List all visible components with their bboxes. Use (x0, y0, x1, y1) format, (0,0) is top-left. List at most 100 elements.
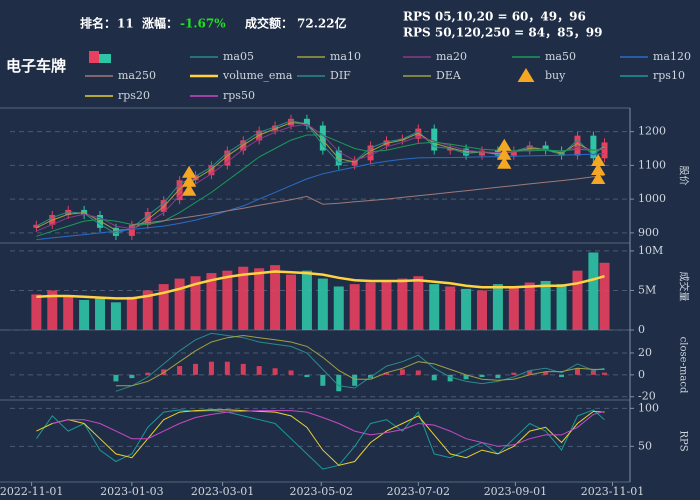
volume-bar (190, 276, 201, 330)
buy-marker (497, 138, 512, 169)
macd-bar (559, 374, 565, 378)
macd-bar (495, 374, 501, 379)
series-line (52, 410, 605, 447)
macd-bar (527, 370, 533, 375)
volume-bar (588, 252, 599, 330)
volume-bar (126, 296, 137, 330)
candle-body (574, 135, 581, 156)
macd-bar (208, 361, 214, 375)
volume-bar (397, 278, 408, 330)
legend-label[interactable]: rps50 (223, 89, 255, 102)
macd-bar (431, 374, 437, 381)
volume-bar (365, 282, 376, 330)
candle-body (144, 211, 151, 225)
y-tick-label: 0 (638, 323, 645, 336)
x-tick-label: 2023-05-02 (290, 485, 353, 498)
macd-bar (177, 366, 183, 375)
candle-body (33, 224, 40, 228)
volume-bar (286, 274, 297, 330)
change: -1.67% (180, 17, 226, 31)
volume-bar (222, 270, 233, 330)
volume-bar (349, 284, 360, 330)
legend-label[interactable]: buy (545, 69, 566, 82)
legend-symbol[interactable] (517, 68, 535, 82)
legend-label[interactable]: volume_ema (222, 69, 293, 82)
candle-body (510, 150, 517, 156)
x-tick-label: 2023-01-03 (100, 485, 163, 498)
volume-bar (254, 268, 265, 330)
series-line (36, 153, 605, 241)
legend-label[interactable]: ma20 (436, 50, 467, 63)
buy-marker (590, 153, 606, 184)
volume-bar (508, 286, 519, 330)
candle-body (590, 135, 597, 159)
candle-body (526, 145, 533, 151)
macd-bar (602, 372, 608, 375)
legend-label[interactable]: rps20 (118, 89, 150, 102)
volume-bar (461, 288, 472, 330)
macd-bar (272, 368, 278, 375)
macd-bar (193, 363, 199, 375)
macd-bar (336, 374, 342, 392)
macd-bar (590, 370, 596, 375)
buy-marker (181, 165, 197, 196)
volume-bar (476, 290, 487, 330)
y-tick-label: 900 (638, 226, 659, 239)
legend-candle-icon[interactable] (99, 54, 111, 63)
macd-bar (463, 374, 469, 380)
volume-bar (333, 286, 344, 330)
x-tick-label: 2023-09-01 (484, 485, 547, 498)
macd-bar (145, 372, 151, 375)
rank: 11 (117, 17, 134, 31)
volume-bar (413, 276, 424, 330)
volume-bar (95, 298, 106, 330)
candle-body (367, 145, 374, 161)
volume-bar (238, 266, 249, 330)
y-tick-label: 50 (638, 439, 652, 452)
y-tick-label: 0 (638, 368, 645, 381)
volume-bar (317, 278, 328, 330)
macd-bar (383, 372, 389, 375)
macd-bar (256, 366, 262, 375)
legend-label[interactable]: ma120 (653, 50, 691, 63)
macd-bar (320, 374, 326, 386)
volume-bar (142, 290, 153, 330)
macd-bar (352, 374, 358, 386)
candle-body (431, 128, 438, 151)
x-tick-label: 2023-03-01 (191, 485, 254, 498)
macd-bar (304, 374, 310, 378)
series-line (131, 174, 605, 226)
legend-label[interactable]: ma05 (223, 50, 254, 63)
macd-bar (288, 370, 294, 375)
y-tick-label: -20 (638, 390, 656, 403)
rps-long: RPS 50,120,250 = 84，85，99 (403, 26, 603, 40)
legend-label[interactable]: ma10 (330, 50, 361, 63)
series-line (36, 270, 605, 300)
macd-bar (415, 370, 421, 375)
candle-body (601, 142, 608, 159)
amount: 72.22亿 (297, 16, 347, 31)
macd-bar (574, 368, 580, 375)
legend-label[interactable]: ma50 (545, 50, 576, 63)
candle-body (542, 145, 549, 151)
y-tick-label: 1000 (638, 192, 666, 205)
volume-bar (63, 296, 74, 330)
legend-candle-icon[interactable] (89, 51, 99, 63)
candle-body (351, 160, 358, 166)
macd-bar (511, 372, 517, 375)
legend-label[interactable]: DIF (330, 69, 351, 82)
legend-label[interactable]: rps10 (653, 69, 685, 82)
candle-body (112, 227, 119, 236)
x-tick-label: 2023-07-02 (387, 485, 450, 498)
rps-short: RPS 05,10,20 = 60，49，96 (403, 10, 586, 24)
candle-body (303, 118, 310, 126)
legend-label[interactable]: ma250 (118, 69, 156, 82)
y-tick-label: 1200 (638, 125, 666, 138)
y-tick-label: 100 (638, 401, 659, 414)
volume-bar (429, 284, 440, 330)
legend-label[interactable]: DEA (436, 69, 462, 82)
candle-body (65, 209, 72, 215)
x-tick-label: 2023-11-01 (581, 485, 644, 498)
x-tick-label: 2022-11-01 (0, 485, 63, 498)
volume-bar (79, 299, 90, 330)
